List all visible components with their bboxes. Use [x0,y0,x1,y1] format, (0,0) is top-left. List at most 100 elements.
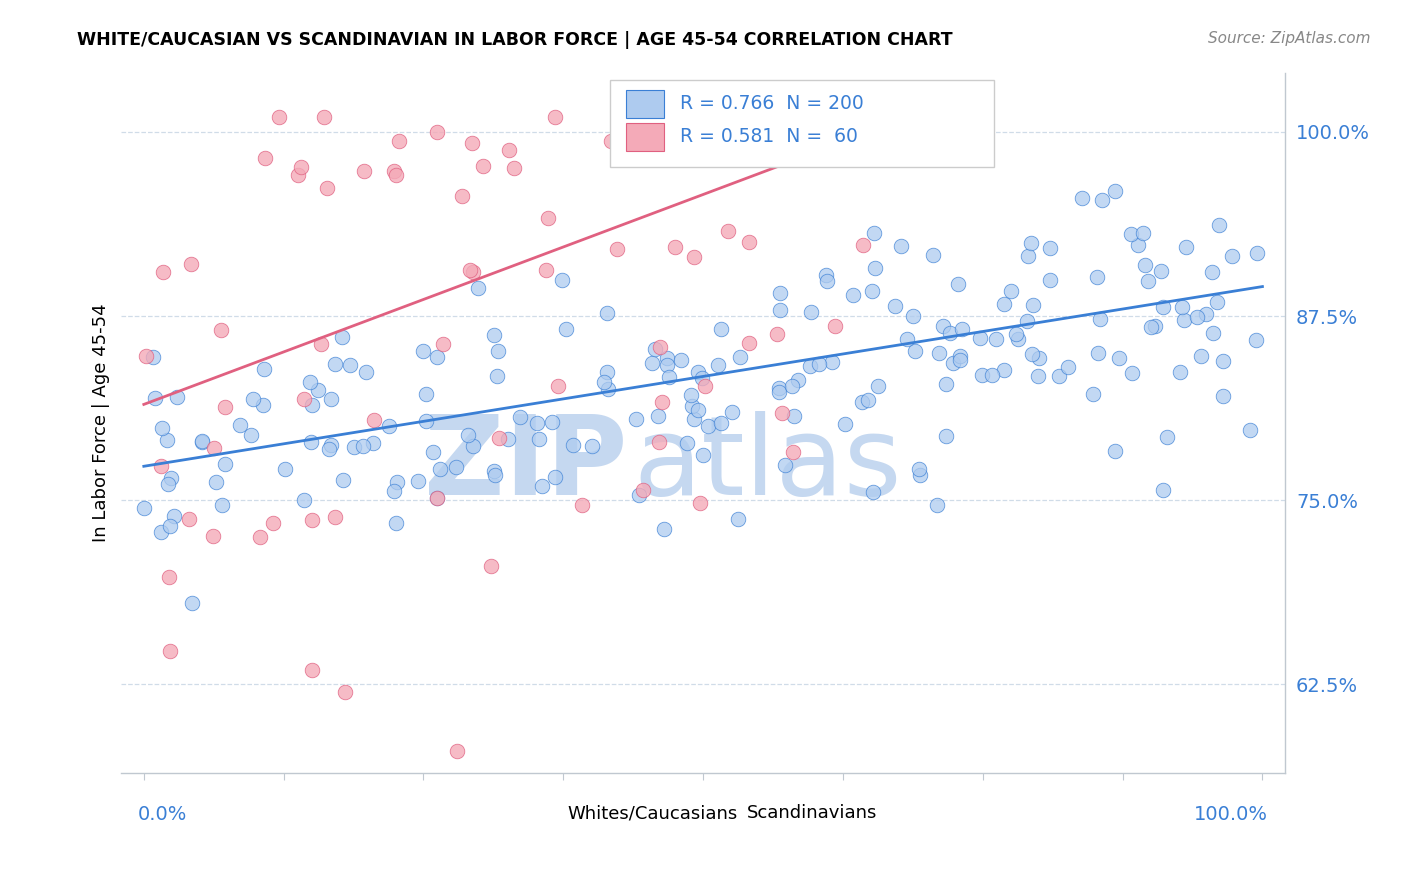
Point [814,268,837,282]
Point [551,273,574,287]
Point [444,460,467,475]
Point [1039,241,1062,255]
Point [1071,191,1094,205]
Point [862,485,884,500]
Point [1000,285,1022,299]
Point [948,277,970,292]
Point [1108,351,1130,366]
Point [993,363,1015,377]
Point [890,239,912,253]
Point [388,134,411,148]
Point [681,399,703,413]
Point [467,281,489,295]
Point [451,188,474,202]
Point [273,461,295,475]
Point [1189,349,1212,363]
Point [309,337,332,351]
Point [1201,265,1223,279]
Point [740,110,762,124]
Point [707,358,730,372]
Point [1212,389,1234,403]
Point [799,359,821,373]
Point [488,431,510,445]
Point [1088,312,1111,326]
Point [789,110,811,124]
Point [530,479,553,493]
Point [166,390,188,404]
Point [1208,218,1230,232]
Point [214,457,236,471]
Point [299,376,322,390]
Point [201,529,224,543]
Point [768,384,790,399]
Point [353,163,375,178]
Point [592,375,614,389]
Point [970,368,993,383]
Point [910,468,932,483]
Point [446,743,468,757]
Point [738,235,761,249]
Point [1121,367,1143,381]
Text: Whites/Caucasians: Whites/Caucasians [567,805,737,822]
Point [461,136,484,150]
Point [301,398,323,412]
Point [1104,184,1126,198]
Text: 0.0%: 0.0% [138,805,187,824]
Point [686,402,709,417]
Point [1026,369,1049,384]
Point [472,159,495,173]
Point [780,379,803,393]
Point [152,265,174,279]
Point [993,297,1015,311]
Point [624,412,647,426]
Point [229,417,252,432]
Text: R = 0.581  N =  60: R = 0.581 N = 60 [681,128,858,146]
FancyBboxPatch shape [533,802,561,824]
Point [808,357,831,371]
Point [1212,354,1234,368]
Point [540,416,562,430]
Point [135,349,157,363]
Point [267,110,290,124]
Point [851,395,873,409]
Point [776,110,799,124]
Point [463,265,485,279]
Point [766,326,789,341]
Point [690,371,713,385]
Point [842,288,865,302]
Point [149,525,172,540]
Point [503,161,526,176]
Point [922,248,945,262]
Point [692,449,714,463]
Point [323,510,346,524]
Point [800,305,823,319]
Point [1171,300,1194,314]
FancyBboxPatch shape [610,80,994,168]
Point [429,462,451,476]
Point [426,491,449,506]
Point [292,392,315,406]
Point [415,414,437,428]
Point [485,368,508,383]
Point [330,329,353,343]
Point [640,356,662,370]
Point [1168,365,1191,379]
Point [1152,483,1174,498]
Point [544,470,567,484]
Point [262,516,284,531]
Point [683,412,706,426]
Point [382,483,405,498]
Point [907,461,929,475]
Point [1132,226,1154,240]
Point [301,663,323,677]
Point [318,442,340,457]
Point [332,474,354,488]
Point [160,471,183,485]
Point [571,498,593,512]
Point [1121,227,1143,241]
Point [159,644,181,658]
Point [664,240,686,254]
Point [1021,298,1043,312]
Point [787,110,810,124]
Text: Scandinavians: Scandinavians [748,805,877,822]
